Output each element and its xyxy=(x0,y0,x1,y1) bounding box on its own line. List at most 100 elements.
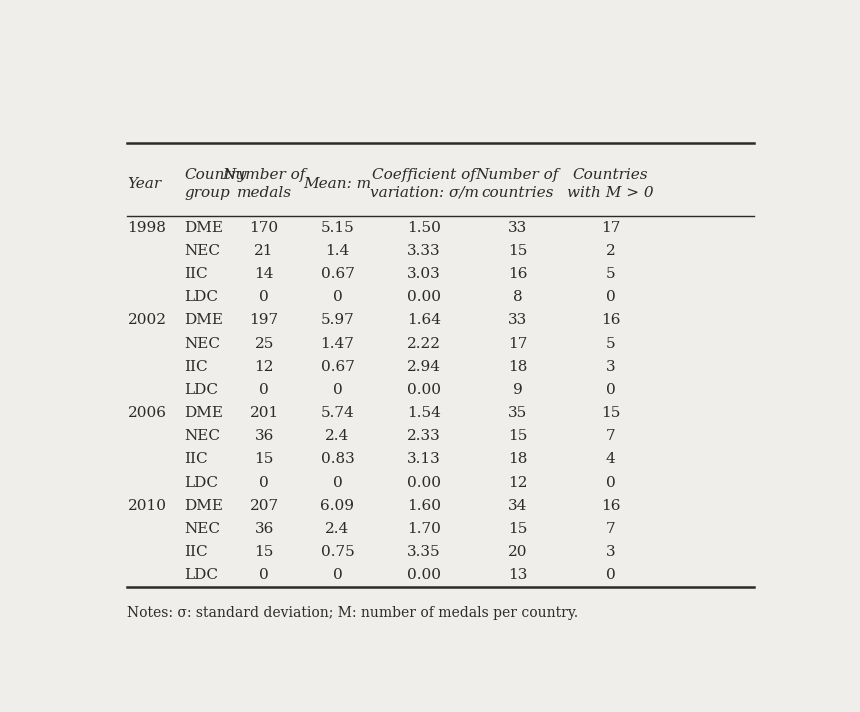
Text: 16: 16 xyxy=(601,499,620,513)
Text: 0: 0 xyxy=(259,568,269,582)
Text: 12: 12 xyxy=(255,360,273,374)
Text: 5.74: 5.74 xyxy=(321,406,354,420)
Text: IIC: IIC xyxy=(184,453,208,466)
Text: 0: 0 xyxy=(605,568,616,582)
Text: 2.33: 2.33 xyxy=(408,429,441,444)
Text: 4: 4 xyxy=(605,453,616,466)
Text: Mean: m: Mean: m xyxy=(304,177,372,191)
Text: DME: DME xyxy=(184,221,223,234)
Text: 1.50: 1.50 xyxy=(407,221,441,234)
Text: IIC: IIC xyxy=(184,360,208,374)
Text: 16: 16 xyxy=(601,313,620,328)
Text: 34: 34 xyxy=(507,499,527,513)
Text: 0: 0 xyxy=(605,290,616,304)
Text: 18: 18 xyxy=(507,360,527,374)
Text: 9: 9 xyxy=(513,383,522,397)
Text: 3: 3 xyxy=(606,360,616,374)
Text: 17: 17 xyxy=(601,221,620,234)
Text: 1998: 1998 xyxy=(127,221,166,234)
Text: 0: 0 xyxy=(259,290,269,304)
Text: IIC: IIC xyxy=(184,545,208,560)
Text: 15: 15 xyxy=(255,545,273,560)
Text: 0.00: 0.00 xyxy=(407,383,441,397)
Text: LDC: LDC xyxy=(184,290,218,304)
Text: 1.54: 1.54 xyxy=(407,406,441,420)
Text: 3.35: 3.35 xyxy=(408,545,441,560)
Text: 0.67: 0.67 xyxy=(321,267,354,281)
Text: 5.97: 5.97 xyxy=(321,313,354,328)
Text: 12: 12 xyxy=(507,476,527,490)
Text: 36: 36 xyxy=(255,429,273,444)
Text: 2: 2 xyxy=(605,244,616,258)
Text: 1.4: 1.4 xyxy=(325,244,349,258)
Text: 0.00: 0.00 xyxy=(407,568,441,582)
Text: NEC: NEC xyxy=(184,522,220,536)
Text: 2002: 2002 xyxy=(127,313,167,328)
Text: 2.4: 2.4 xyxy=(325,429,349,444)
Text: DME: DME xyxy=(184,406,223,420)
Text: 3: 3 xyxy=(606,545,616,560)
Text: NEC: NEC xyxy=(184,244,220,258)
Text: 7: 7 xyxy=(606,429,616,444)
Text: 15: 15 xyxy=(601,406,620,420)
Text: 13: 13 xyxy=(507,568,527,582)
Text: 3.13: 3.13 xyxy=(408,453,441,466)
Text: 0: 0 xyxy=(605,383,616,397)
Text: 2006: 2006 xyxy=(127,406,167,420)
Text: 16: 16 xyxy=(507,267,527,281)
Text: 1.47: 1.47 xyxy=(321,337,354,350)
Text: DME: DME xyxy=(184,499,223,513)
Text: Year: Year xyxy=(127,177,162,191)
Text: 0: 0 xyxy=(333,476,342,490)
Text: 7: 7 xyxy=(606,522,616,536)
Text: Country
group: Country group xyxy=(184,169,247,200)
Text: 0.00: 0.00 xyxy=(407,476,441,490)
Text: 2.94: 2.94 xyxy=(407,360,441,374)
Text: 20: 20 xyxy=(507,545,527,560)
Text: LDC: LDC xyxy=(184,383,218,397)
Text: 18: 18 xyxy=(507,453,527,466)
Text: 201: 201 xyxy=(249,406,279,420)
Text: 15: 15 xyxy=(507,522,527,536)
Text: Number of
medals: Number of medals xyxy=(223,169,306,200)
Text: 170: 170 xyxy=(249,221,279,234)
Text: Notes: σ: standard deviation; M: number of medals per country.: Notes: σ: standard deviation; M: number … xyxy=(127,606,579,620)
Text: 1.60: 1.60 xyxy=(407,499,441,513)
Text: 15: 15 xyxy=(255,453,273,466)
Text: 1.70: 1.70 xyxy=(407,522,441,536)
Text: 15: 15 xyxy=(507,244,527,258)
Text: 5: 5 xyxy=(606,337,616,350)
Text: 2010: 2010 xyxy=(127,499,167,513)
Text: 33: 33 xyxy=(507,313,527,328)
Text: Coefficient of
variation: σ/m: Coefficient of variation: σ/m xyxy=(370,169,478,200)
Text: 0: 0 xyxy=(605,476,616,490)
Text: 14: 14 xyxy=(255,267,273,281)
Text: 0: 0 xyxy=(333,383,342,397)
Text: 1.64: 1.64 xyxy=(407,313,441,328)
Text: NEC: NEC xyxy=(184,429,220,444)
Text: NEC: NEC xyxy=(184,337,220,350)
Text: 197: 197 xyxy=(249,313,279,328)
Text: 33: 33 xyxy=(507,221,527,234)
Text: 0.83: 0.83 xyxy=(321,453,354,466)
Text: 207: 207 xyxy=(249,499,279,513)
Text: 0: 0 xyxy=(259,383,269,397)
Text: 0: 0 xyxy=(333,290,342,304)
Text: IIC: IIC xyxy=(184,267,208,281)
Text: 5: 5 xyxy=(606,267,616,281)
Text: 0: 0 xyxy=(333,568,342,582)
Text: 17: 17 xyxy=(507,337,527,350)
Text: 5.15: 5.15 xyxy=(321,221,354,234)
Text: 3.33: 3.33 xyxy=(408,244,441,258)
Text: LDC: LDC xyxy=(184,476,218,490)
Text: 3.03: 3.03 xyxy=(408,267,441,281)
Text: DME: DME xyxy=(184,313,223,328)
Text: 0.00: 0.00 xyxy=(407,290,441,304)
Text: 2.22: 2.22 xyxy=(407,337,441,350)
Text: 21: 21 xyxy=(255,244,273,258)
Text: 0.67: 0.67 xyxy=(321,360,354,374)
Text: 36: 36 xyxy=(255,522,273,536)
Text: 0: 0 xyxy=(259,476,269,490)
Text: 6.09: 6.09 xyxy=(321,499,354,513)
Text: 25: 25 xyxy=(255,337,273,350)
